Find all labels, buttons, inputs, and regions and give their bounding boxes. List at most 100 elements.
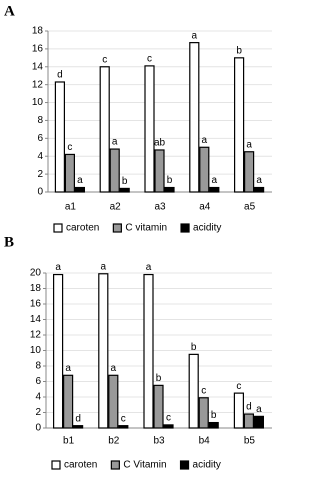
bar [108,374,119,429]
bar [243,413,254,429]
significance-letter: a [65,363,71,374]
bar [118,425,129,429]
y-tick-label: 12 [30,330,42,341]
y-tick-label: 4 [35,392,41,403]
significance-letter: c [147,54,152,65]
bar [72,425,84,429]
bar [163,424,174,429]
x-tick-label: a5 [244,202,256,213]
bar [154,149,165,193]
significance-letter: ab [154,138,166,149]
bar [244,151,255,193]
legend-label: C Vitamin [123,460,166,471]
legend-label: caroten [66,223,99,234]
bar [153,384,164,429]
x-tick-label: a3 [154,202,166,213]
legend-label: acidity [193,460,221,471]
bar [164,186,175,193]
significance-letter: d [57,70,63,81]
bar [54,81,66,193]
bar [62,374,74,429]
significance-letter: c [166,413,171,424]
y-tick-label: 0 [35,423,41,434]
bar [64,153,76,193]
significance-letter: a [246,139,252,150]
significance-letter: c [236,381,241,392]
x-tick-label: a4 [199,202,211,213]
y-tick-label: 8 [37,115,43,126]
y-tick-label: 0 [37,187,43,198]
bar [143,273,154,429]
y-tick-label: 4 [37,151,43,162]
x-tick-label: b4 [199,436,211,447]
x-tick-label: b5 [244,436,256,447]
legend-swatch [179,460,190,470]
significance-letter: a [112,137,118,148]
significance-letter: a [212,175,218,186]
bar [253,415,264,429]
x-tick-label: a1 [65,202,77,213]
y-tick-label: 16 [30,299,42,310]
bar [233,392,244,429]
bar [234,57,245,193]
significance-letter: b [236,45,242,56]
significance-letter: a [111,363,117,374]
x-tick-label: b2 [108,436,120,447]
significance-letter: a [101,261,107,272]
significance-letter: a [202,135,208,146]
panel-label: B [4,234,14,250]
significance-letter: b [156,373,162,384]
bar [254,186,265,193]
x-tick-label: b3 [153,436,165,447]
y-tick-label: 2 [37,169,43,180]
bar [144,65,155,193]
x-tick-label: b1 [63,436,75,447]
significance-letter: a [256,175,262,186]
significance-letter: a [192,30,198,41]
bar [74,186,86,193]
significance-letter: d [246,402,252,413]
y-tick-label: 2 [35,407,41,418]
bar [98,273,109,429]
legend-swatch [51,460,61,470]
y-tick-label: 16 [32,44,44,55]
significance-letter: b [167,175,173,186]
y-tick-label: 14 [30,314,42,325]
significance-letter: b [191,342,197,353]
significance-letter: b [122,176,128,187]
bar [189,42,200,193]
significance-letter: d [75,413,81,424]
legend-label: acidity [193,223,221,234]
legend-swatch [180,223,190,233]
bar [199,146,210,193]
y-tick-label: 12 [32,79,44,90]
y-tick-label: 6 [35,376,41,387]
significance-letter: a [55,262,61,273]
figure: A024681012141618a1dcaa2caba3cabba4aaaa5b… [4,3,272,471]
y-tick-label: 10 [32,97,44,108]
y-tick-label: 18 [30,283,42,294]
bar [109,148,120,193]
bar [198,397,209,429]
bar [188,353,199,429]
significance-letter: c [102,54,107,65]
y-tick-label: 6 [37,133,43,144]
x-tick-label: a2 [110,202,122,213]
significance-letter: c [201,385,206,396]
bar [99,66,110,193]
significance-letter: c [121,413,126,424]
legend-swatch [53,223,63,233]
y-tick-label: 20 [30,268,42,279]
y-tick-label: 18 [32,26,44,37]
y-tick-label: 14 [32,61,44,72]
legend-swatch [112,223,122,233]
panel-label: A [4,3,15,19]
significance-letter: a [256,404,262,415]
legend-label: caroten [64,460,97,471]
bar [52,273,64,429]
legend-swatch [110,460,120,470]
bar [119,187,130,193]
legend-label: C vitamin [125,223,167,234]
significance-letter: c [67,142,72,153]
bar [208,421,219,429]
